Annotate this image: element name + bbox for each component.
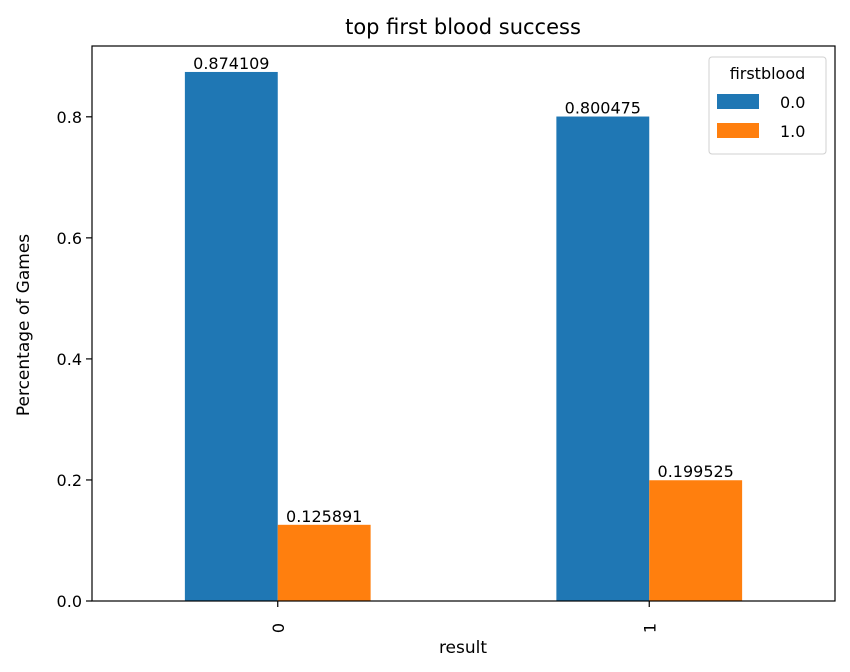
x-tick-label-0: 0	[269, 623, 288, 633]
legend-swatch-0	[717, 94, 759, 109]
data-label-series-0-cat-1: 0.800475	[565, 99, 641, 118]
data-label-series-1-cat-1: 0.199525	[658, 462, 734, 481]
y-tick-label-4: 0.8	[57, 108, 82, 127]
bar-series-0-cat-1	[556, 116, 650, 601]
x-axis-label: result	[439, 638, 487, 658]
bar-series-1-cat-0	[277, 524, 371, 601]
x-tick-label-1: 1	[640, 623, 659, 633]
legend-swatch-1	[717, 123, 759, 138]
legend-label-0: 0.0	[780, 93, 805, 112]
legend: firstblood 0.0 1.0	[708, 56, 827, 155]
legend-label-1: 1.0	[780, 122, 805, 141]
bar-series-0-cat-0	[184, 71, 278, 602]
chart-title: top first blood success	[345, 15, 581, 39]
data-label-series-1-cat-0: 0.125891	[286, 507, 362, 526]
data-label-series-0-cat-0: 0.874109	[193, 54, 269, 73]
y-axis-label: Percentage of Games	[14, 234, 34, 416]
y-tick-label-1: 0.2	[57, 471, 82, 490]
axes-frame	[91, 45, 836, 602]
y-tick-label-3: 0.6	[57, 229, 82, 248]
y-tick-label-2: 0.4	[57, 350, 82, 369]
plot-area: 0.874109 0.125891 0 0.800475 0.199525 1 0.0 0.2…	[57, 45, 836, 633]
y-tick-label-0: 0.0	[57, 592, 82, 611]
bar-series-1-cat-1	[649, 480, 743, 601]
legend-title: firstblood	[730, 64, 806, 83]
